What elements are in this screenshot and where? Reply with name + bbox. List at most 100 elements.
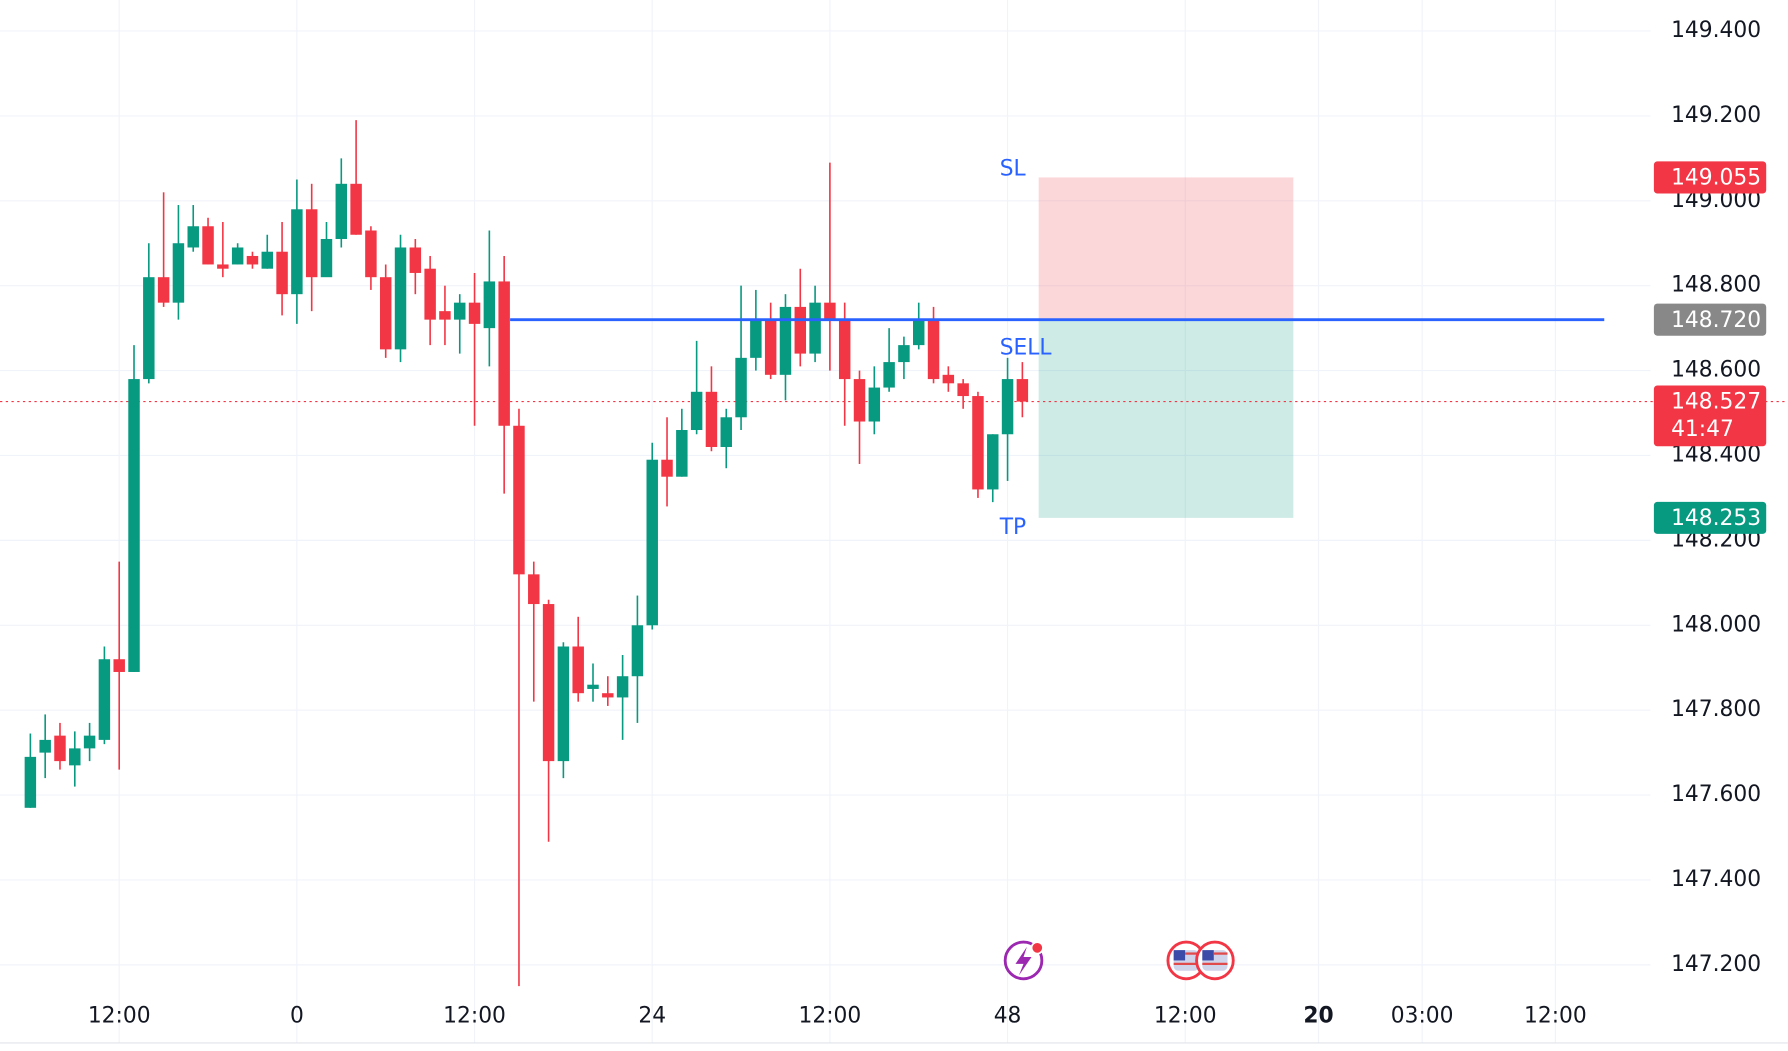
- x-tick-label: 03:00: [1391, 1004, 1454, 1029]
- candle-body: [764, 319, 777, 375]
- y-tick-label: 148.600: [1671, 358, 1761, 383]
- hline-price-label: 148.720: [1671, 308, 1761, 333]
- candle-body: [572, 646, 584, 694]
- candle-body: [809, 302, 821, 354]
- candle-body: [898, 345, 910, 363]
- candle-body: [424, 268, 436, 320]
- candle-body: [987, 434, 999, 490]
- candle-body: [972, 396, 984, 490]
- y-tick-label: 149.200: [1671, 103, 1761, 128]
- y-tick-label: 147.200: [1671, 952, 1761, 977]
- candle-body: [454, 302, 466, 320]
- stop-zone: [1038, 177, 1294, 320]
- candle-body: [276, 251, 288, 295]
- candle-body: [83, 735, 96, 749]
- candle-body: [883, 362, 895, 388]
- target-text: TP: [999, 515, 1026, 540]
- candle-body: [261, 251, 273, 269]
- candles: [24, 120, 1029, 987]
- target-price-label: 148.253: [1671, 506, 1761, 531]
- candle-body: [98, 659, 111, 740]
- x-tick-label: 0: [290, 1004, 304, 1029]
- y-tick-label: 148.000: [1671, 612, 1761, 637]
- candle-body: [394, 247, 407, 350]
- candle-body: [128, 379, 140, 672]
- candle-body: [54, 735, 66, 762]
- y-tick-label: 147.800: [1671, 697, 1761, 722]
- candle-body: [646, 459, 658, 626]
- grid: 147.200 147.400 147.600 147.800 148.000 148.2…: [0, 0, 1761, 1043]
- candle-body: [143, 277, 155, 380]
- candle-body: [735, 357, 747, 418]
- candle-body: [217, 264, 229, 269]
- candle-body: [557, 646, 570, 762]
- x-tick-label: 12:00: [799, 1004, 862, 1029]
- candle-body: [676, 430, 688, 477]
- candle-body: [542, 604, 555, 762]
- x-tick-label: 24: [638, 1004, 666, 1029]
- candle-body: [39, 739, 51, 753]
- candle-body: [335, 183, 348, 239]
- event-icons: [1003, 940, 1235, 981]
- y-tick-label: 147.400: [1671, 867, 1761, 892]
- candle-body: [172, 243, 185, 303]
- x-tick-label: 12:00: [1524, 1004, 1587, 1029]
- candle-body: [187, 226, 199, 248]
- candle-body: [794, 306, 807, 354]
- target-zone: [1038, 319, 1294, 518]
- last-price-box: [1653, 385, 1767, 447]
- candle-body: [838, 319, 851, 380]
- x-tick-label: 12:00: [88, 1004, 151, 1029]
- candle-body: [602, 693, 614, 698]
- flag-icon[interactable]: [1195, 940, 1235, 981]
- candle-body: [661, 459, 673, 477]
- candle-body: [483, 281, 496, 329]
- candle-body: [1001, 379, 1014, 435]
- candle-body: [587, 684, 599, 689]
- candle-body: [409, 247, 422, 273]
- candle-body: [498, 281, 510, 426]
- flag-canton: [1173, 950, 1186, 961]
- candle-body: [690, 391, 703, 431]
- countdown-label: 41:47: [1671, 417, 1734, 442]
- y-tick-label: 148.800: [1671, 273, 1761, 298]
- stop-price-label: 149.055: [1671, 166, 1761, 191]
- y-tick-label: 147.600: [1671, 782, 1761, 807]
- candle-body: [942, 374, 955, 384]
- candle-body: [927, 319, 940, 380]
- candle-body: [439, 311, 451, 320]
- target-price-label-box: [1653, 501, 1767, 534]
- flag-canton: [1202, 950, 1214, 961]
- candle-body: [468, 302, 481, 324]
- stop-price-label-box: [1653, 161, 1767, 194]
- event-badge: [1030, 941, 1044, 955]
- x-tick-label: 12:00: [443, 1004, 506, 1029]
- candle-body: [113, 659, 125, 672]
- candle-body: [69, 748, 81, 766]
- candle-body: [246, 255, 259, 265]
- x-tick-label: 20: [1303, 1004, 1333, 1029]
- candle-body: [350, 183, 362, 235]
- candle-body: [957, 383, 969, 397]
- candle-body: [365, 230, 377, 278]
- candle-body: [513, 425, 525, 575]
- entry-text: SELL: [1000, 335, 1053, 360]
- candle-body: [631, 625, 644, 677]
- candle-body: [720, 417, 732, 447]
- candle-body: [202, 226, 214, 265]
- candle-body: [379, 277, 392, 350]
- candle-body: [616, 676, 629, 698]
- y-tick-label: 149.400: [1671, 18, 1761, 43]
- x-tick-label: 48: [994, 1004, 1022, 1029]
- candle-body: [705, 391, 718, 447]
- position-layer: SL SELL TP: [0, 156, 1788, 540]
- candle-body: [291, 209, 303, 295]
- candle-body: [913, 319, 925, 346]
- candle-body: [853, 379, 866, 422]
- candle-body: [231, 247, 244, 265]
- x-tick-label: 12:00: [1154, 1004, 1217, 1029]
- event-icon-bolt: [1015, 946, 1032, 976]
- stop-text: SL: [1000, 156, 1027, 181]
